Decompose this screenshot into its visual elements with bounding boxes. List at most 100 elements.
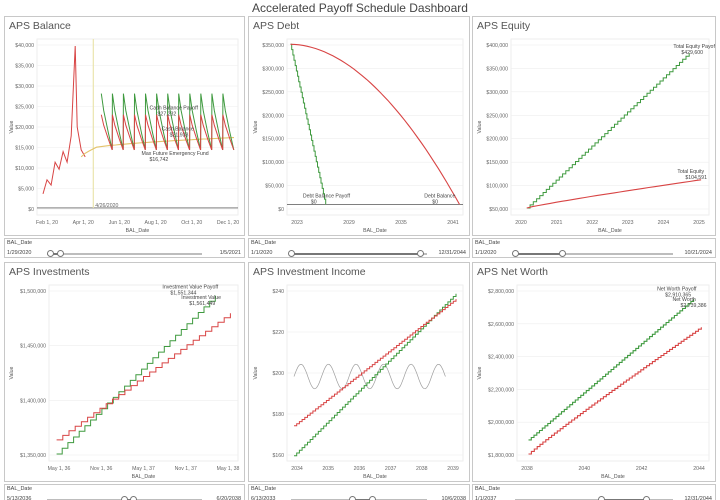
x-tick-label: Nov 1, 36 <box>90 466 112 472</box>
x-tick-label: 2020 <box>515 220 527 226</box>
filter-end-date: 10/21/2024 <box>684 250 712 256</box>
annotation-label: Cash Balance <box>162 127 194 133</box>
x-tick-label: 2039 <box>447 466 459 472</box>
y-tick-label: $50,000 <box>489 207 508 213</box>
debt-balance-payoff-line <box>290 43 327 205</box>
slider-end-handle[interactable] <box>57 249 65 257</box>
slider-end-handle[interactable] <box>558 249 566 257</box>
panel-aps-net-worth: APS Net Worth $2,800,000 $2,600,000 $2,400,… <box>472 262 716 482</box>
x-tick-label: 2023 <box>291 220 303 226</box>
date-range-filter[interactable]: BAL_Date 1/1/2020 12/31/2044 <box>248 238 470 258</box>
x-tick-label: 2041 <box>447 220 459 226</box>
slider-selected-range <box>291 253 421 255</box>
filter-start-date: 1/1/2037 <box>475 496 497 500</box>
filter-end-date: 12/31/2044 <box>684 496 712 500</box>
annotation-label: Total Equity <box>677 169 704 175</box>
slider-start-handle[interactable] <box>511 249 519 257</box>
slider-start-handle[interactable] <box>121 495 128 500</box>
y-tick-label: $40,000 <box>15 43 34 49</box>
investment-income-line <box>294 299 457 427</box>
y-tick-label: $400,000 <box>486 43 508 49</box>
annotation-label: Total Equity Payoff <box>673 44 716 50</box>
annotation-label: Net Worth <box>673 297 696 303</box>
x-tick-label: May 1, 37 <box>132 466 155 472</box>
emergency-fund-line <box>80 137 235 158</box>
x-tick-label: Oct 1, 20 <box>181 220 202 226</box>
annotation-label: Net Worth Payoff <box>657 286 697 292</box>
y-tick-label: $300,000 <box>262 66 284 72</box>
panel-aps-balance: APS Balance $40,000 $35,000 $30,000 $25,000 $… <box>4 16 245 236</box>
cash-balance-line <box>100 114 235 151</box>
plot-area <box>48 284 239 462</box>
panel-aps-investments: APS Investments $1,500,000 $1,450,000 $1,40… <box>4 262 245 482</box>
y-tick-label: $15,000 <box>15 146 34 152</box>
slider-track[interactable] <box>47 253 202 255</box>
annotation-value: $429,600 <box>681 50 703 56</box>
x-axis-title: BAL_Date <box>126 228 150 234</box>
filter-end-date: 1/5/2021 <box>219 250 241 256</box>
plot-area <box>286 38 464 216</box>
slider-track[interactable] <box>515 253 673 255</box>
date-range-filter[interactable]: BAL_Date 1/29/2020 1/5/2021 <box>4 238 245 258</box>
filter-end-date: 6/20/2038 <box>216 496 241 500</box>
filter-start-date: 1/29/2020 <box>7 250 32 256</box>
y-tick-label: $200,000 <box>486 137 508 143</box>
y-tick-label: $2,400,000 <box>488 355 514 361</box>
x-tick-label: 2034 <box>291 466 303 472</box>
filter-label: BAL_Date <box>475 486 501 492</box>
filter-start-date: 1/1/2020 <box>475 250 497 256</box>
investment-income-cycle-line <box>293 363 446 390</box>
y-tick-label: $300,000 <box>486 90 508 96</box>
slider-start-handle[interactable] <box>348 495 356 500</box>
filter-end-date: 12/31/2044 <box>438 250 466 256</box>
chart-svg: $240 $220 $200 $180 $160 2034 2035 2036 2037 2038… <box>253 284 464 480</box>
filter-label: BAL_Date <box>7 240 33 246</box>
filter-start-date: 6/13/2033 <box>251 496 276 500</box>
net-worth-payoff-line <box>528 299 695 441</box>
x-axis-title: BAL_Date <box>598 228 622 234</box>
y-tick-label: $2,200,000 <box>488 387 514 393</box>
filter-label: BAL_Date <box>251 240 277 246</box>
y-tick-label: $50,000 <box>265 184 284 190</box>
annotation-label: Max Future Emergency Fund <box>142 151 209 157</box>
date-range-filter[interactable]: BAL_Date 6/13/2033 10/6/2038 <box>248 484 470 500</box>
x-tick-label: 2038 <box>521 466 533 472</box>
panel-aps-investment-income: APS Investment Income $240 $220 $200 $180 $16… <box>248 262 470 482</box>
y-axis-title: Value <box>253 120 259 133</box>
y-axis-title: Value <box>253 366 259 379</box>
y-tick-label: $200 <box>272 371 284 377</box>
y-tick-label: $150,000 <box>486 160 508 166</box>
y-tick-label: $25,000 <box>15 105 34 111</box>
annotation-label: Investment Value Payoff <box>162 285 218 291</box>
investment-value-payoff-line <box>56 295 216 455</box>
y-tick-label: $20,000 <box>15 125 34 131</box>
slider-start-handle[interactable] <box>287 249 295 257</box>
y-tick-label: $2,000,000 <box>488 420 514 426</box>
date-range-filter[interactable]: BAL_Date 5/13/2036 6/20/2038 <box>4 484 245 500</box>
panel-title: APS Investment Income <box>253 266 366 278</box>
slider-end-handle[interactable] <box>642 495 650 500</box>
x-axis-title: BAL_Date <box>363 228 387 234</box>
x-tick-label: 2040 <box>579 466 591 472</box>
slider-end-handle[interactable] <box>369 495 377 500</box>
filter-start-date: 5/13/2036 <box>7 496 32 500</box>
y-tick-label: $180 <box>272 412 284 418</box>
dashboard-title: Accelerated Payoff Schedule Dashboard <box>252 1 468 15</box>
slider-end-handle[interactable] <box>416 249 424 257</box>
slider-selected-range <box>50 253 61 255</box>
y-axis-title: Value <box>9 366 15 379</box>
annotation-value: $1,551,344 <box>170 291 196 297</box>
date-range-filter[interactable]: BAL_Date 1/1/2037 12/31/2044 <box>472 484 716 500</box>
slider-end-handle[interactable] <box>130 495 138 500</box>
filter-label: BAL_Date <box>475 240 501 246</box>
y-tick-label: $5,000 <box>18 187 34 193</box>
y-tick-label: $350,000 <box>486 66 508 72</box>
slider-start-handle[interactable] <box>598 495 606 500</box>
slider-start-handle[interactable] <box>46 249 54 257</box>
x-tick-label: 2035 <box>395 220 407 226</box>
y-tick-label: $250,000 <box>486 113 508 119</box>
annotation-value: $27,232 <box>158 111 177 117</box>
y-tick-label: $350,000 <box>262 43 284 49</box>
date-range-filter[interactable]: BAL_Date 1/1/2020 10/21/2024 <box>472 238 716 258</box>
x-tick-label: 2038 <box>416 466 428 472</box>
